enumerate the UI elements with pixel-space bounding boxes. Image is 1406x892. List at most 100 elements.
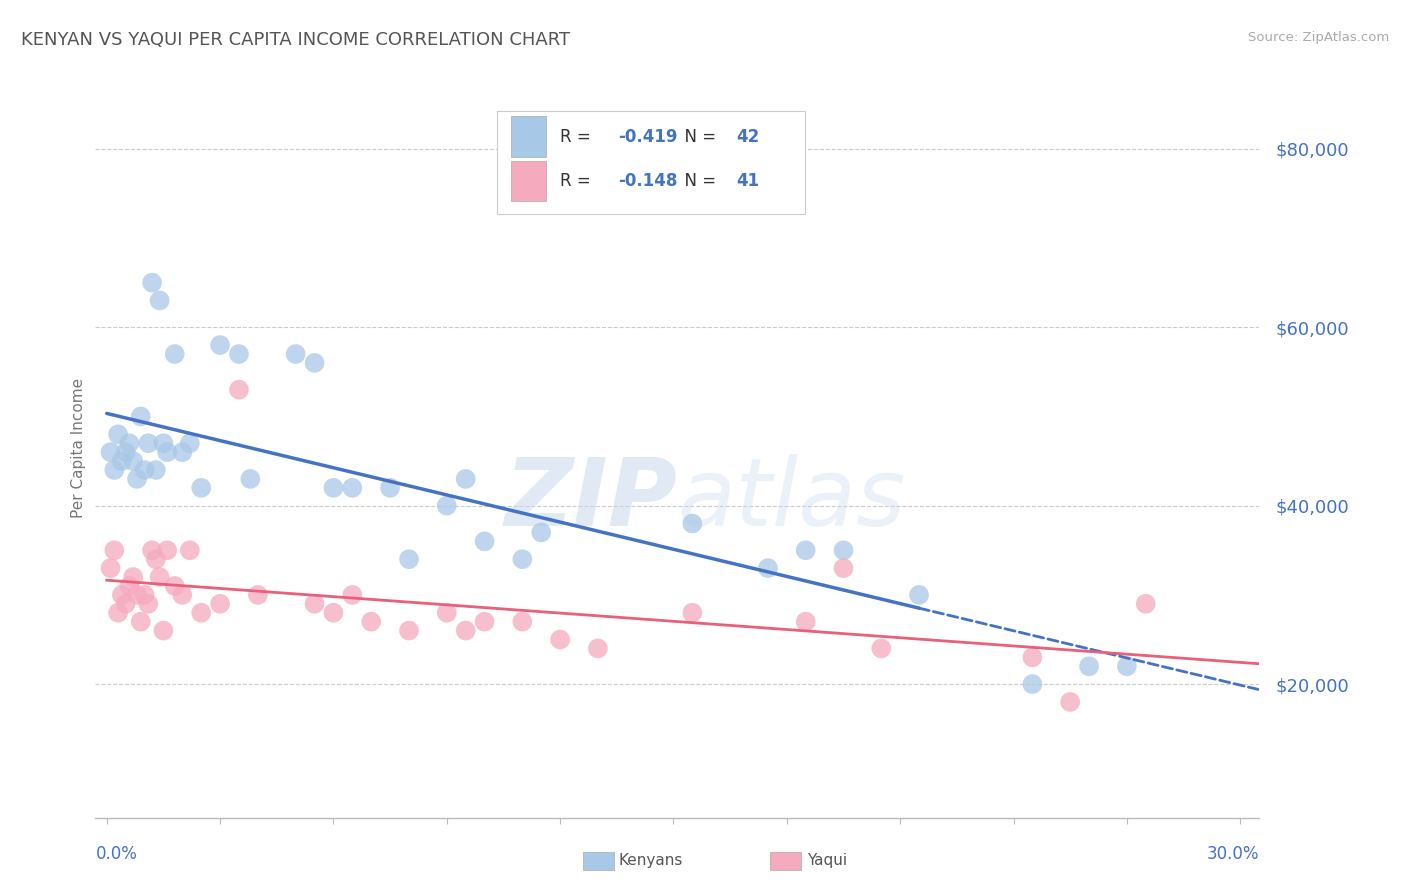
Point	[129, 409, 152, 424]
Text: R =: R =	[560, 172, 596, 190]
Point	[125, 588, 148, 602]
Point	[304, 356, 326, 370]
Text: -0.419: -0.419	[617, 128, 678, 145]
Point	[246, 588, 269, 602]
Point	[125, 472, 148, 486]
Text: 0.0%: 0.0%	[96, 845, 138, 863]
Point	[681, 606, 703, 620]
Point	[284, 347, 307, 361]
Point	[190, 481, 212, 495]
Point	[100, 445, 122, 459]
Point	[1059, 695, 1081, 709]
Text: -0.148: -0.148	[617, 172, 678, 190]
Point	[163, 347, 186, 361]
Point	[512, 552, 534, 566]
Point	[474, 534, 496, 549]
Point	[134, 588, 156, 602]
Text: Yaqui: Yaqui	[807, 854, 848, 868]
Point	[179, 543, 201, 558]
Text: 30.0%: 30.0%	[1206, 845, 1260, 863]
Text: KENYAN VS YAQUI PER CAPITA INCOME CORRELATION CHART: KENYAN VS YAQUI PER CAPITA INCOME CORREL…	[21, 31, 571, 49]
Point	[1078, 659, 1101, 673]
Point	[111, 454, 134, 468]
Point	[1021, 650, 1043, 665]
Point	[304, 597, 326, 611]
Point	[141, 543, 163, 558]
Point	[454, 624, 477, 638]
Point	[398, 552, 420, 566]
Point	[134, 463, 156, 477]
Point	[111, 588, 134, 602]
Point	[149, 293, 172, 308]
Point	[322, 481, 344, 495]
Point	[129, 615, 152, 629]
Point	[436, 499, 458, 513]
Point	[152, 436, 174, 450]
Point	[360, 615, 382, 629]
Point	[530, 525, 553, 540]
Text: 42: 42	[737, 128, 759, 145]
Point	[107, 606, 129, 620]
Point	[118, 436, 141, 450]
Point	[145, 463, 167, 477]
Point	[107, 427, 129, 442]
Point	[103, 463, 125, 477]
Point	[436, 606, 458, 620]
Point	[145, 552, 167, 566]
Point	[794, 615, 817, 629]
Point	[100, 561, 122, 575]
Point	[1115, 659, 1137, 673]
Point	[141, 276, 163, 290]
Text: 41: 41	[737, 172, 759, 190]
Point	[228, 383, 250, 397]
Point	[870, 641, 893, 656]
Point	[156, 543, 179, 558]
Point	[103, 543, 125, 558]
Point	[681, 516, 703, 531]
Text: atlas: atlas	[678, 454, 905, 545]
FancyBboxPatch shape	[510, 116, 546, 157]
Point	[586, 641, 609, 656]
Point	[152, 624, 174, 638]
Y-axis label: Per Capita Income: Per Capita Income	[72, 377, 86, 517]
Point	[1135, 597, 1157, 611]
Point	[342, 481, 364, 495]
Point	[209, 338, 232, 352]
FancyBboxPatch shape	[510, 161, 546, 202]
Point	[832, 561, 855, 575]
Point	[136, 597, 159, 611]
Point	[378, 481, 401, 495]
Point	[114, 445, 136, 459]
Point	[163, 579, 186, 593]
Point	[172, 445, 194, 459]
Text: Kenyans: Kenyans	[619, 854, 683, 868]
Point	[239, 472, 262, 486]
Point	[209, 597, 232, 611]
Point	[908, 588, 931, 602]
Point	[832, 543, 855, 558]
Point	[172, 588, 194, 602]
Text: R =: R =	[560, 128, 596, 145]
Point	[122, 454, 145, 468]
Point	[548, 632, 571, 647]
Point	[342, 588, 364, 602]
Point	[228, 347, 250, 361]
Point	[756, 561, 779, 575]
Text: N =: N =	[673, 172, 721, 190]
Point	[512, 615, 534, 629]
Point	[156, 445, 179, 459]
Point	[190, 606, 212, 620]
Point	[122, 570, 145, 584]
Point	[149, 570, 172, 584]
Point	[114, 597, 136, 611]
Point	[398, 624, 420, 638]
Point	[794, 543, 817, 558]
Point	[474, 615, 496, 629]
Text: N =: N =	[673, 128, 721, 145]
Point	[136, 436, 159, 450]
Text: ZIP: ZIP	[505, 453, 678, 546]
Point	[454, 472, 477, 486]
Point	[118, 579, 141, 593]
Point	[322, 606, 344, 620]
Text: Source: ZipAtlas.com: Source: ZipAtlas.com	[1249, 31, 1389, 45]
